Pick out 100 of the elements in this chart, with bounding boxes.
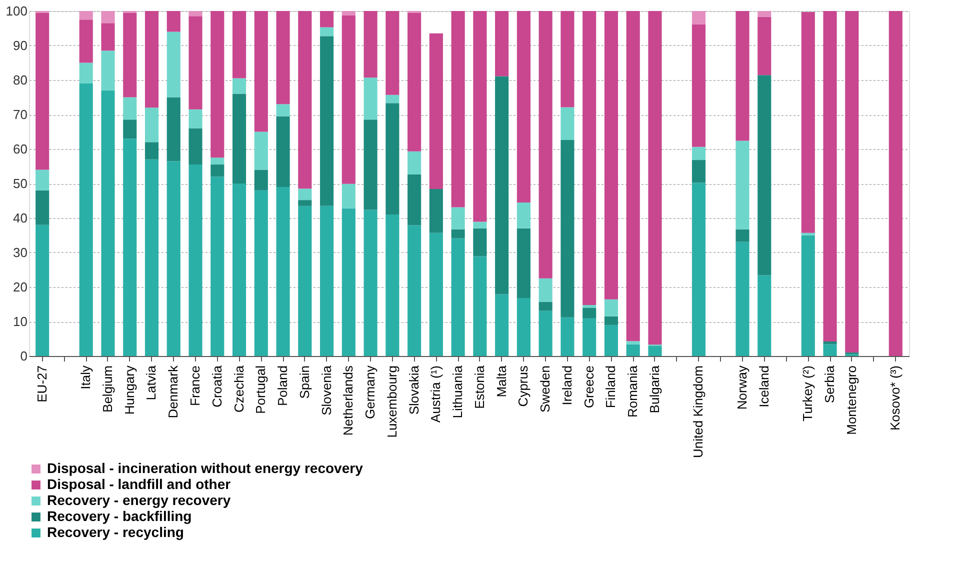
bar — [36, 190, 50, 225]
legend-label: Recovery - backfilling — [47, 508, 192, 524]
y-tick-label: 10 — [13, 314, 28, 329]
x-tick-label: Malta — [494, 364, 509, 398]
bar — [210, 158, 224, 165]
bar — [320, 36, 334, 206]
bar — [648, 11, 662, 345]
bar — [123, 97, 137, 120]
bar — [560, 317, 574, 356]
bar — [823, 342, 837, 344]
bar — [276, 116, 290, 187]
bar — [386, 11, 400, 95]
y-tick-label: 60 — [13, 142, 28, 156]
bar — [36, 12, 50, 170]
bar — [232, 11, 246, 78]
legend-label: Recovery - recycling — [47, 524, 184, 540]
bar — [473, 222, 487, 228]
bar — [123, 120, 137, 139]
bar — [473, 228, 487, 256]
bar — [604, 299, 618, 316]
x-tick-label: Greece — [581, 366, 596, 408]
bar — [758, 75, 772, 276]
bar — [582, 318, 596, 356]
bar — [801, 232, 815, 236]
y-tick-label: 100 — [6, 4, 28, 18]
bar — [408, 12, 422, 152]
x-tick-label: Croatia — [209, 364, 224, 408]
bar — [801, 12, 815, 233]
x-tick-label: Romania — [625, 364, 640, 418]
bar — [626, 341, 640, 344]
bar — [188, 109, 202, 128]
bar — [516, 11, 530, 202]
x-tick-label: Finland — [603, 366, 618, 408]
x-tick-label: Iceland — [756, 366, 772, 408]
bar — [166, 32, 180, 98]
bar — [188, 164, 202, 356]
y-tick-label: 0 — [20, 348, 28, 364]
bar — [429, 33, 443, 190]
bar — [101, 50, 115, 90]
y-tick-label: 20 — [13, 280, 28, 294]
x-tick-label: Spain — [296, 366, 312, 399]
bar — [495, 11, 509, 76]
bar — [210, 176, 224, 356]
bar — [386, 103, 400, 215]
bar — [298, 200, 312, 206]
bar — [736, 229, 750, 242]
x-tick-label: Kosovo* (³) — [888, 366, 903, 431]
x-tick-label: Slovakia — [406, 364, 422, 415]
bar — [342, 11, 356, 16]
bar — [604, 316, 618, 325]
bar — [626, 11, 640, 342]
bar — [516, 202, 530, 228]
bar — [758, 275, 772, 356]
bar — [495, 76, 509, 294]
bar — [36, 170, 50, 190]
bar — [166, 97, 180, 162]
bar — [692, 182, 706, 356]
bar — [692, 11, 706, 24]
bar — [538, 278, 552, 302]
bar — [429, 189, 443, 233]
bar — [364, 78, 378, 120]
bar — [276, 11, 290, 104]
x-tick-label: Serbia — [822, 364, 838, 404]
y-tick-label: 80 — [13, 72, 28, 88]
y-tick-label: 30 — [13, 245, 28, 260]
x-tick-label: United Kingdom — [690, 366, 706, 458]
bar — [320, 27, 334, 36]
y-tick-label: 70 — [13, 107, 28, 122]
bar — [582, 304, 596, 308]
x-tick-label: Latvia — [144, 364, 159, 400]
bar — [298, 188, 312, 200]
bar — [582, 11, 596, 305]
bar — [364, 120, 378, 210]
bar — [320, 11, 334, 28]
bar — [888, 11, 902, 356]
bar — [692, 146, 706, 160]
bar — [801, 235, 815, 356]
x-tick-label: Portugal — [253, 365, 268, 414]
bar — [823, 344, 837, 356]
bar — [473, 256, 487, 356]
x-tick-label: Sweden — [538, 366, 553, 412]
bar — [144, 11, 159, 108]
bar — [210, 11, 224, 158]
x-tick-label: Netherlands — [340, 365, 356, 436]
bar — [342, 208, 356, 356]
bar — [144, 159, 159, 356]
x-tick-label: Slovenia — [318, 364, 334, 416]
bar — [188, 128, 202, 165]
bar — [823, 11, 837, 342]
x-tick-label: Estonia — [472, 364, 487, 409]
x-tick-label: Norway — [734, 365, 750, 410]
bar — [166, 11, 180, 32]
bar — [254, 11, 268, 132]
bar — [123, 12, 137, 98]
bar — [254, 170, 268, 190]
bar — [845, 11, 859, 353]
x-tick-label: France — [188, 366, 203, 406]
bar — [538, 11, 552, 278]
bar — [79, 20, 93, 63]
bar — [210, 164, 224, 177]
